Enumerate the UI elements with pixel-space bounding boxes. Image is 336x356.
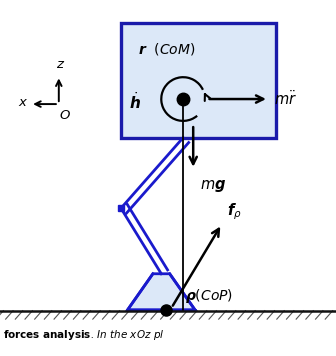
- Text: $\dot{\boldsymbol{h}}$: $\dot{\boldsymbol{h}}$: [129, 91, 141, 112]
- Bar: [0, 328, 336, 346]
- Bar: [121, 23, 276, 138]
- Text: $z$: $z$: [56, 58, 65, 72]
- Text: $m\ddot{r}$: $m\ddot{r}$: [274, 90, 297, 109]
- Text: $O$: $O$: [59, 109, 71, 122]
- Text: $\boldsymbol{f}_\rho$: $\boldsymbol{f}_\rho$: [227, 202, 242, 222]
- Text: $m\boldsymbol{g}$: $m\boldsymbol{g}$: [200, 178, 226, 194]
- Text: $\mathbf{forces\ analysis}$. In the $xOz$ pl: $\mathbf{forces\ analysis}$. In the $xOz…: [3, 328, 165, 342]
- Text: $\boldsymbol{\rho}(CoP)$: $\boldsymbol{\rho}(CoP)$: [185, 287, 233, 305]
- Text: $x$: $x$: [18, 96, 28, 109]
- Polygon shape: [128, 274, 195, 310]
- Text: $\boldsymbol{r}$  $(CoM)$: $\boldsymbol{r}$ $(CoM)$: [138, 41, 195, 57]
